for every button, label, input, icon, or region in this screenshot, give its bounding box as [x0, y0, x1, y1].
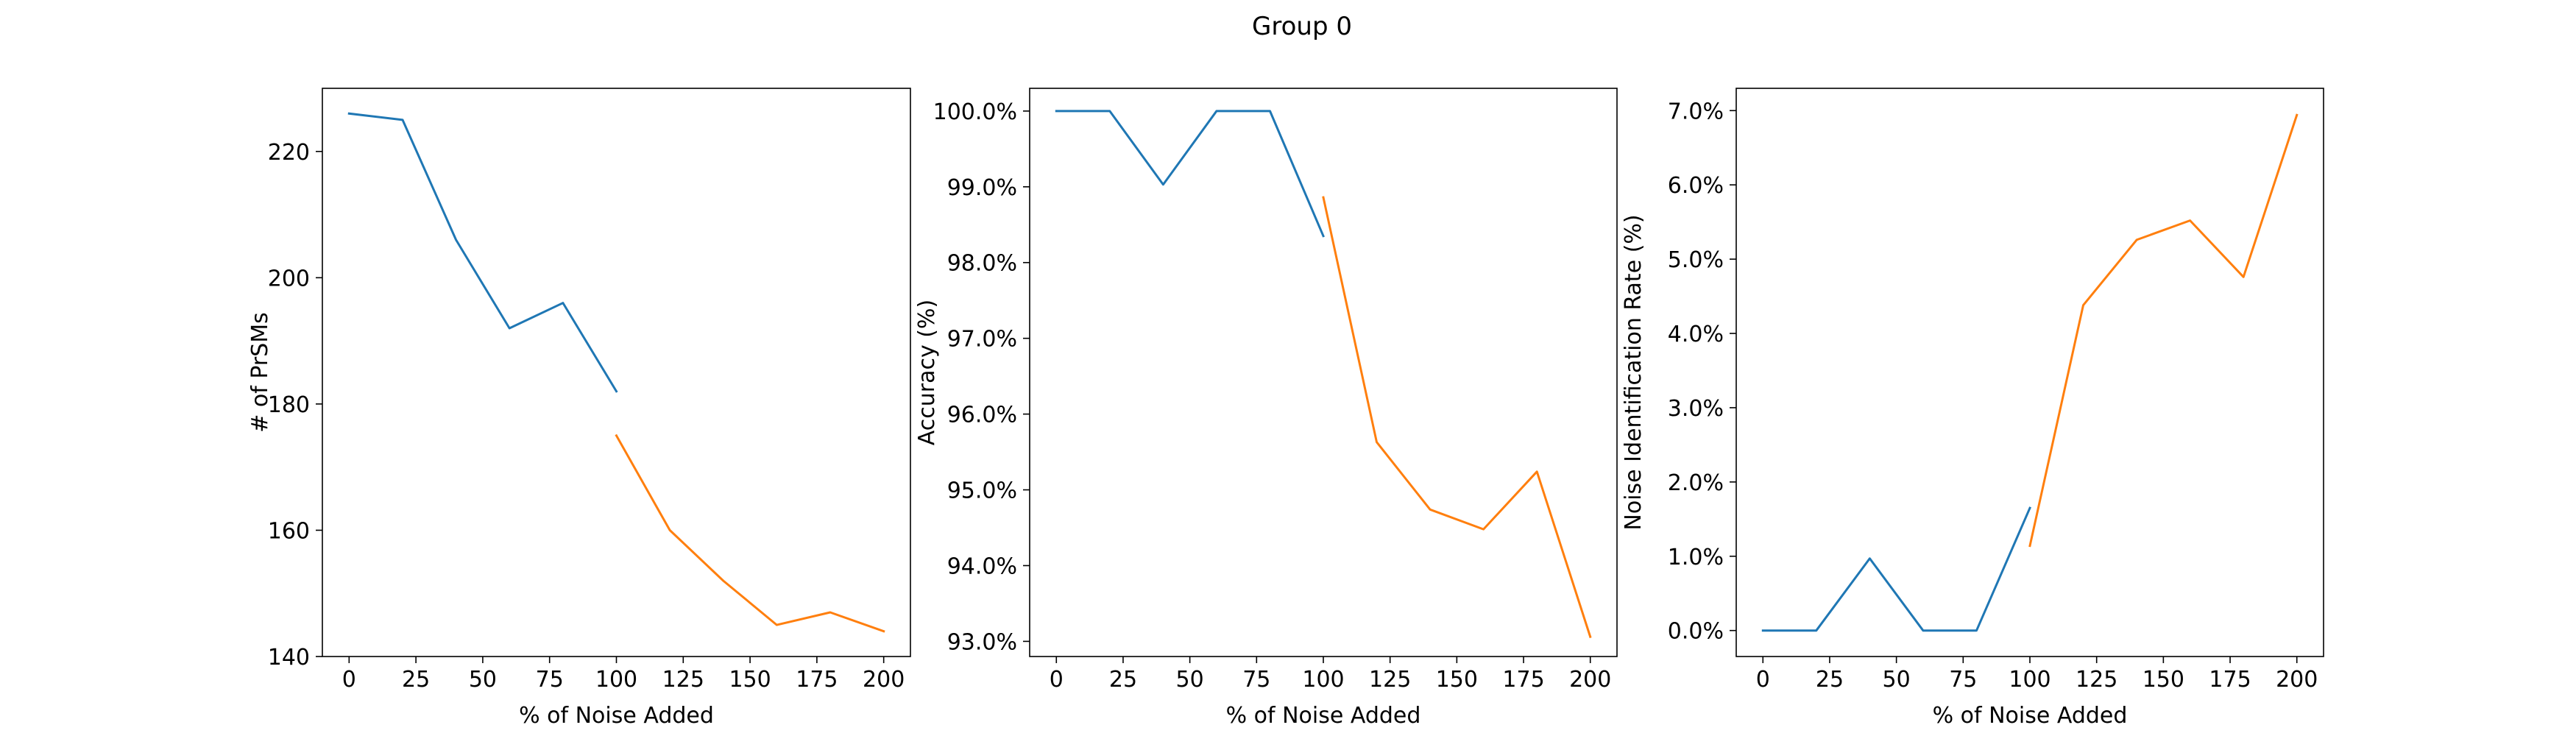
- y-tick-label: 5.0%: [1668, 247, 1724, 273]
- y-axis-label: # of PrSMs: [247, 312, 273, 433]
- x-tick-label: 200: [2276, 667, 2318, 693]
- x-tick-label: 50: [1883, 667, 1911, 693]
- y-tick-label: 220: [268, 140, 310, 166]
- series-line-1: [1761, 506, 2031, 632]
- y-tick-label: 200: [268, 266, 310, 291]
- y-tick-label: 99.0%: [947, 175, 1017, 201]
- plot-frame: [1029, 88, 1618, 657]
- y-tick-label: 94.0%: [947, 553, 1017, 579]
- y-axis-label: Accuracy (%): [914, 300, 940, 445]
- x-tick-label: 100: [1302, 667, 1344, 693]
- y-tick-label: 7.0%: [1668, 99, 1724, 124]
- x-tick-label: 75: [536, 667, 564, 693]
- chart-panel-2: 0 25 50 75 100 125 150 175 200 93.0% 94.0% 95.0% 96.…: [914, 88, 1618, 729]
- y-tick-label: 96.0%: [947, 403, 1017, 428]
- x-tick-label: 125: [1369, 667, 1411, 693]
- x-tick-label: 25: [402, 667, 430, 693]
- x-tick-label: 100: [2009, 667, 2050, 693]
- x-axis-label: % of Noise Added: [519, 703, 714, 729]
- x-tick-label: 175: [796, 667, 838, 693]
- y-tick-label: 93.0%: [947, 629, 1017, 655]
- figure-title: Group 0: [1252, 12, 1352, 41]
- x-tick-label: 0: [1050, 667, 1064, 693]
- series-line-1: [1055, 110, 1325, 238]
- y-tick-label: 97.0%: [947, 327, 1017, 353]
- y-tick-label: 95.0%: [947, 478, 1017, 504]
- x-axis-label: % of Noise Added: [1933, 703, 2128, 729]
- y-tick-label: 98.0%: [947, 251, 1017, 277]
- x-tick-label: 50: [1176, 667, 1204, 693]
- x-tick-label: 125: [662, 667, 704, 693]
- x-axis-label: % of Noise Added: [1226, 703, 1421, 729]
- series-line-2: [1322, 196, 1592, 639]
- y-tick-label: 140: [268, 645, 310, 670]
- plot-frame: [322, 88, 911, 657]
- x-tick-label: 0: [342, 667, 356, 693]
- x-tick-label: 0: [1756, 667, 1770, 693]
- x-tick-label: 100: [595, 667, 637, 693]
- x-tick-label: 150: [729, 667, 771, 693]
- x-tick-label: 150: [1436, 667, 1478, 693]
- y-tick-label: 0.0%: [1668, 619, 1724, 645]
- y-axis-label: Noise Identification Rate (%): [1621, 214, 1646, 530]
- x-tick-label: 175: [2209, 667, 2251, 693]
- x-tick-label: 200: [1569, 667, 1611, 693]
- x-tick-label: 25: [1109, 667, 1137, 693]
- y-tick-label: 4.0%: [1668, 322, 1724, 347]
- y-tick-label: 3.0%: [1668, 396, 1724, 422]
- series-line-1: [347, 112, 618, 393]
- plot-frame: [1735, 88, 2324, 657]
- y-tick-label: 1.0%: [1668, 545, 1724, 570]
- y-tick-label: 180: [268, 392, 310, 418]
- x-tick-label: 50: [469, 667, 497, 693]
- x-tick-label: 75: [1949, 667, 1977, 693]
- chart-panel-1: 0 25 50 75 100 125 150 175 200 140 160 180 200 220 % o…: [247, 88, 911, 729]
- x-tick-label: 125: [2076, 667, 2117, 693]
- x-tick-label: 75: [1242, 667, 1270, 693]
- y-tick-label: 6.0%: [1668, 173, 1724, 199]
- y-tick-label: 160: [268, 518, 310, 544]
- y-tick-label: 100.0%: [933, 99, 1017, 125]
- x-tick-label: 25: [1816, 667, 1844, 693]
- series-line-2: [615, 434, 885, 633]
- x-tick-label: 175: [1502, 667, 1544, 693]
- chart-panel-3: 0 25 50 75 100 125 150 175 200 0.0% 1.0% 2.0% 3.0% 4.…: [1621, 88, 2324, 729]
- x-tick-label: 150: [2142, 667, 2184, 693]
- x-tick-label: 200: [863, 667, 905, 693]
- y-tick-label: 2.0%: [1668, 470, 1724, 496]
- series-line-2: [2028, 113, 2299, 548]
